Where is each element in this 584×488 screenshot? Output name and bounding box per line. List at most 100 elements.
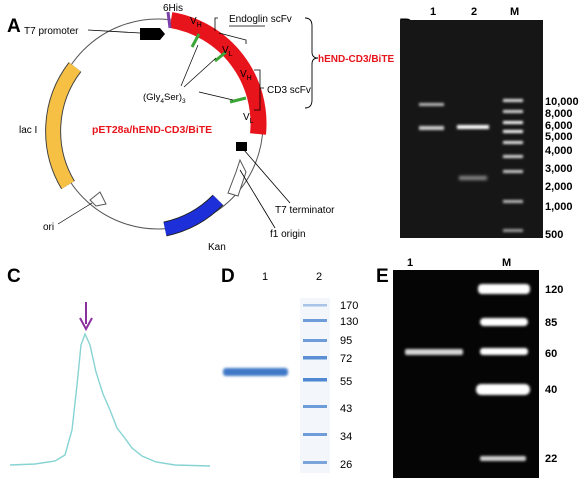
t7-terminator-leader [243,149,291,204]
gel-b-band [459,176,487,180]
gel-b-marker-label: 500 [545,229,563,241]
ori-arrow [89,191,107,207]
gel-e-marker-lane [476,284,530,461]
gel-b-marker-labels: 10,000 8,000 6,000 5,000 4,000 3,000 2,0… [545,96,579,241]
gel-d-marker-labels: 170 130 95 72 55 43 34 26 [340,300,358,471]
gel-d-marker-band [303,304,327,307]
gel-d-marker-label: 72 [340,353,352,365]
gel-b-marker-lane [503,99,523,232]
gel-d-marker-lane [303,304,327,464]
construct-label: hEND-CD3/BiTE [318,54,394,65]
panel-a-letter: A [7,16,21,37]
gel-d-marker-band [303,339,327,342]
kan-label: Kan [208,242,226,253]
gel-b-marker-band [503,155,523,158]
t7-promoter-label: T7 promoter [24,26,79,37]
panel-c: C [7,266,211,467]
linker-mark-2 [214,50,227,63]
gel-d-marker-band [303,461,327,464]
t7-terminator-box [236,142,247,151]
laci-label: lac I [19,125,37,136]
gel-e-lane-1-label: 1 [407,257,413,269]
gel-d-marker-band [303,378,327,382]
gel-b-marker-band [503,170,523,173]
gel-b-marker-band [503,141,523,144]
gel-e-marker-label: 85 [545,317,557,329]
gel-b-lane-m-label: M [510,6,519,18]
construct-segment [169,12,267,135]
panel-a: A T7 promoter 6His VH Endoglin scFv [7,3,394,253]
gel-b-marker-label: 10,000 [545,96,579,108]
gel-b-band [419,103,444,106]
linker-leader-2 [183,57,217,88]
gel-e-image [393,270,539,478]
linker-mark-3 [229,96,247,104]
his-tag-mark [166,11,172,29]
gel-b-marker-band [503,130,523,133]
gel-b-marker-band [503,229,523,232]
peak-arrow-icon [79,317,93,332]
gel-e-marker-band [480,456,526,461]
gel-e-marker-label: 60 [545,348,557,360]
gel-d-marker-label: 26 [340,459,352,471]
linker-mark-1 [190,33,201,48]
gel-d-lane-2-label: 2 [316,271,322,283]
vl-label-2: VL [243,112,254,125]
plasmid-name: pET28a/hEND-CD3/BiTE [92,124,212,136]
gel-b-marker-band [503,110,523,113]
vh-label-1: VH [190,16,202,29]
panel-b: B 1 2 M 10,000 8,000 6,000 5,000 4,000 [399,6,579,241]
construct-brace [304,17,319,109]
gel-e-marker-label: 22 [545,453,557,465]
gel-e-marker-band [478,284,530,294]
t7-terminator-label: T7 terminator [275,205,335,216]
gel-b-lane-2-label: 2 [471,6,477,18]
f1-origin-label: f1 origin [270,229,306,240]
gel-d-sample-band [223,368,288,376]
gel-b-band [457,125,489,129]
t7-promoter-arrow [140,28,165,40]
gel-e-marker-labels: 120 85 60 40 22 [545,284,563,465]
gel-d-marker-label: 34 [340,431,352,443]
endoglin-bracket-left [214,17,218,31]
gel-d-marker-label: 43 [340,403,352,415]
ori-leader [57,202,93,225]
linker-leader-3 [198,91,234,101]
gel-d-lane-1-label: 1 [262,271,268,283]
endoglin-bracket-right [218,32,247,44]
gel-b-marker-band [503,121,523,124]
gel-e-marker-label: 40 [545,384,557,396]
f1-origin-arrow [227,158,247,197]
laci-segment [46,62,81,189]
gel-e-marker-band [480,348,528,355]
gel-b-marker-band [503,99,523,102]
kan-segment [163,195,223,236]
gel-b-marker-label: 6,000 [545,120,573,132]
gel-d-marker-lane-bg [300,298,330,473]
gel-e-marker-band [480,318,528,326]
gel-d-marker-label: 130 [340,316,358,328]
gel-e-sample-band [405,349,463,355]
cd3-label: CD3 scFv [267,85,311,96]
gel-b-marker-label: 2,000 [545,181,573,193]
panel-d: D 1 2 170 130 95 72 55 43 34 26 [221,266,358,473]
his-tag-label: 6His [163,3,183,14]
cd3-bracket [254,69,264,111]
gel-d-marker-label: 95 [340,335,352,347]
gel-d-marker-band [303,319,327,322]
gel-e-lane-m-label: M [502,257,511,269]
vh-label-2: VH [240,69,252,82]
gel-b-marker-label: 5,000 [545,131,573,143]
gel-d-marker-band [303,433,327,436]
chromatogram-trace [9,332,211,467]
gel-d-marker-band [303,405,327,408]
endoglin-label: Endoglin scFv [229,14,292,25]
f1-origin-leader [239,169,276,229]
panel-d-letter: D [221,266,235,287]
panel-e-letter: E [376,266,389,287]
gel-b-marker-band [503,200,523,203]
gel-b-lane-1-label: 1 [430,6,436,18]
ori-label: ori [43,222,54,233]
